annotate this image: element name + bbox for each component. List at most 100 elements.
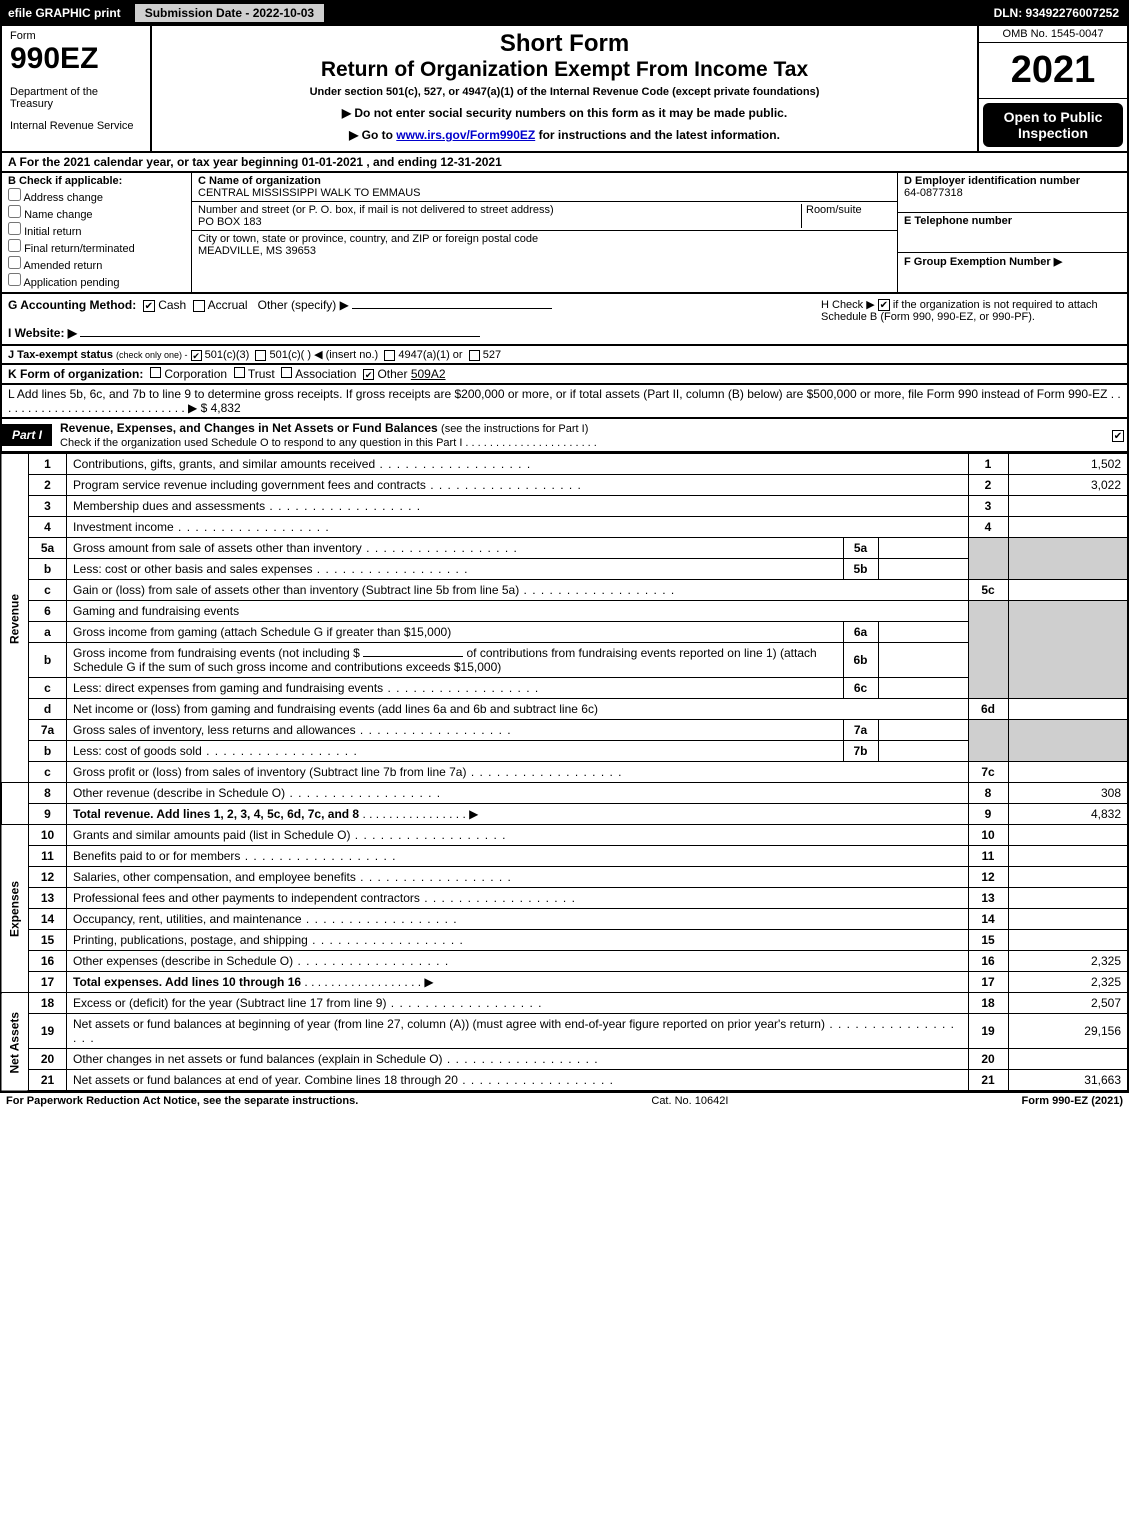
- return-title: Return of Organization Exempt From Incom…: [160, 58, 969, 82]
- val-6b: [878, 643, 968, 678]
- part1-checkbox[interactable]: [1109, 428, 1127, 442]
- cb-corp[interactable]: [150, 367, 161, 378]
- open-public-badge: Open to Public Inspection: [983, 103, 1123, 147]
- form-header: Form 990EZ Department of the Treasury In…: [0, 26, 1129, 153]
- col-c-org-info: C Name of organization CENTRAL MISSISSIP…: [192, 173, 897, 292]
- line-a-calendar-year: A For the 2021 calendar year, or tax yea…: [0, 153, 1129, 173]
- goto-instr: ▶ Go to www.irs.gov/Form990EZ for instru…: [160, 128, 969, 142]
- cb-trust[interactable]: [234, 367, 245, 378]
- dln: DLN: 93492276007252: [986, 4, 1127, 22]
- tel-cell: E Telephone number: [898, 213, 1127, 253]
- amt-8: 308: [1008, 783, 1128, 804]
- row-3: 3 Membership dues and assessments 3: [1, 496, 1128, 517]
- part1-title: Revenue, Expenses, and Changes in Net As…: [52, 419, 1109, 451]
- col-b-checkboxes: B Check if applicable: Address change Na…: [2, 173, 192, 292]
- amt-18: 2,507: [1008, 993, 1128, 1014]
- g-label: G Accounting Method:: [8, 298, 136, 312]
- h-schedule-b: H Check ▶ if the organization is not req…: [821, 298, 1121, 340]
- cb-501c3[interactable]: [191, 350, 202, 361]
- tax-year: 2021: [979, 43, 1127, 99]
- amt-21: 31,663: [1008, 1070, 1128, 1092]
- other-specify-line[interactable]: [352, 308, 552, 309]
- row-6d: d Net income or (loss) from gaming and f…: [1, 699, 1128, 720]
- cb-cash[interactable]: [143, 300, 155, 312]
- val-7b: [878, 741, 968, 762]
- dept-line1: Department of the Treasury: [10, 86, 142, 110]
- cb-assoc[interactable]: [281, 367, 292, 378]
- cb-527[interactable]: [469, 350, 480, 361]
- part1-table: Revenue 1 Contributions, gifts, grants, …: [0, 453, 1129, 1092]
- row-12: 12 Salaries, other compensation, and emp…: [1, 867, 1128, 888]
- amt-19: 29,156: [1008, 1014, 1128, 1049]
- cb-final-return[interactable]: Final return/terminated: [8, 239, 185, 255]
- cb-501c[interactable]: [255, 350, 266, 361]
- amt-5c: [1008, 580, 1128, 601]
- city-label: City or town, state or province, country…: [198, 233, 538, 245]
- row-7b: b Less: cost of goods sold 7b: [1, 741, 1128, 762]
- ssn-warning: ▶ Do not enter social security numbers o…: [160, 106, 969, 120]
- cb-address-change[interactable]: Address change: [8, 188, 185, 204]
- row-5c: c Gain or (loss) from sale of assets oth…: [1, 580, 1128, 601]
- row-18: Net Assets 18 Excess or (deficit) for th…: [1, 993, 1128, 1014]
- form-label: Form: [10, 30, 142, 42]
- website-line[interactable]: [80, 336, 480, 337]
- cb-initial-return[interactable]: Initial return: [8, 222, 185, 238]
- org-city-cell: City or town, state or province, country…: [192, 231, 897, 259]
- room-label: Room/suite: [801, 204, 891, 228]
- cb-schedule-b[interactable]: [878, 299, 890, 311]
- row-2: 2 Program service revenue including gove…: [1, 475, 1128, 496]
- goto-post: for instructions and the latest informat…: [535, 128, 780, 142]
- row-5b: b Less: cost or other basis and sales ex…: [1, 559, 1128, 580]
- row-1: Revenue 1 Contributions, gifts, grants, …: [1, 454, 1128, 475]
- cb-amended-return[interactable]: Amended return: [8, 256, 185, 272]
- row-20: 20 Other changes in net assets or fund b…: [1, 1049, 1128, 1070]
- side-expenses: Expenses: [1, 825, 29, 993]
- org-name-cell: C Name of organization CENTRAL MISSISSIP…: [192, 173, 897, 202]
- line-l: L Add lines 5b, 6c, and 7b to line 9 to …: [0, 385, 1129, 419]
- page-footer: For Paperwork Reduction Act Notice, see …: [0, 1092, 1129, 1109]
- part1-sub: Check if the organization used Schedule …: [60, 437, 597, 449]
- val-5b: [878, 559, 968, 580]
- row-8: 8 Other revenue (describe in Schedule O)…: [1, 783, 1128, 804]
- cb-name-change[interactable]: Name change: [8, 205, 185, 221]
- row-17: 17 Total expenses. Add lines 10 through …: [1, 972, 1128, 993]
- row-19: 19 Net assets or fund balances at beginn…: [1, 1014, 1128, 1049]
- dept-line2: Internal Revenue Service: [10, 120, 142, 132]
- efile-label: efile GRAPHIC print: [2, 4, 127, 22]
- tel-label: E Telephone number: [904, 215, 1121, 227]
- org-name-label: C Name of organization: [198, 175, 321, 187]
- cb-accrual[interactable]: [193, 300, 205, 312]
- val-7a: [878, 720, 968, 741]
- amt-6d: [1008, 699, 1128, 720]
- under-section: Under section 501(c), 527, or 4947(a)(1)…: [160, 86, 969, 98]
- cb-other-org[interactable]: ✔: [363, 369, 374, 380]
- section-gh: G Accounting Method: Cash Accrual Other …: [0, 294, 1129, 346]
- b-title: B Check if applicable:: [8, 175, 185, 187]
- row-11: 11 Benefits paid to or for members 11: [1, 846, 1128, 867]
- footer-catno: Cat. No. 10642I: [358, 1095, 1021, 1107]
- val-6a: [878, 622, 968, 643]
- row-21: 21 Net assets or fund balances at end of…: [1, 1070, 1128, 1092]
- side-netassets: Net Assets: [1, 993, 29, 1092]
- row-6: 6 Gaming and fundraising events: [1, 601, 1128, 622]
- j-label: J Tax-exempt status: [8, 349, 113, 361]
- row-4: 4 Investment income 4: [1, 517, 1128, 538]
- goto-pre: ▶ Go to: [349, 128, 396, 142]
- amt-10: [1008, 825, 1128, 846]
- amt-13: [1008, 888, 1128, 909]
- city: MEADVILLE, MS 39653: [198, 245, 316, 257]
- amt-1: 1,502: [1008, 454, 1128, 475]
- h-label: H Check ▶: [821, 299, 875, 311]
- row-7a: 7a Gross sales of inventory, less return…: [1, 720, 1128, 741]
- irs-link[interactable]: www.irs.gov/Form990EZ: [396, 128, 535, 142]
- topbar: efile GRAPHIC print Submission Date - 20…: [0, 0, 1129, 26]
- cb-application-pending[interactable]: Application pending: [8, 273, 185, 289]
- amt-7c: [1008, 762, 1128, 783]
- row-13: 13 Professional fees and other payments …: [1, 888, 1128, 909]
- omb-number: OMB No. 1545-0047: [979, 26, 1127, 43]
- row-15: 15 Printing, publications, postage, and …: [1, 930, 1128, 951]
- cb-4947[interactable]: [384, 350, 395, 361]
- amt-17: 2,325: [1008, 972, 1128, 993]
- g-accounting: G Accounting Method: Cash Accrual Other …: [8, 298, 821, 340]
- row-5a: 5a Gross amount from sale of assets othe…: [1, 538, 1128, 559]
